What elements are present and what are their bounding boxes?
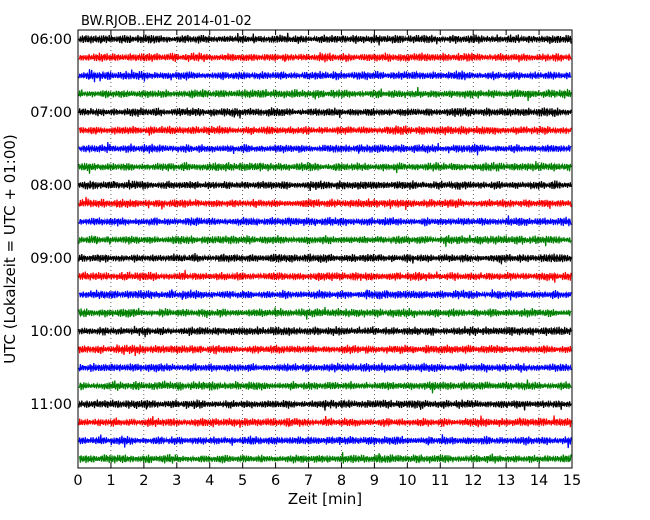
chart-title: BW.RJOB..EHZ 2014-01-02 — [81, 14, 252, 29]
x-axis-label: Zeit [min] — [288, 490, 362, 508]
y-tick-label: 08:00 — [30, 178, 72, 194]
y-tick-label: 11:00 — [30, 397, 72, 413]
x-tick-label: 7 — [304, 473, 313, 489]
trace-0730 — [78, 141, 572, 156]
x-tick-label: 11 — [431, 473, 449, 489]
trace-1045 — [78, 379, 572, 394]
trace-0930 — [78, 289, 572, 301]
trace-0915 — [78, 269, 572, 283]
trace-1015 — [78, 344, 572, 357]
trace-0600 — [78, 32, 572, 46]
x-tick-label: 13 — [497, 473, 515, 489]
trace-1100 — [78, 399, 572, 411]
trace-1130 — [78, 434, 572, 449]
trace-0900 — [78, 253, 572, 265]
y-tick-label: 09:00 — [30, 251, 72, 267]
x-tick-label: 9 — [370, 473, 379, 489]
trace-0800 — [78, 179, 572, 192]
x-tick-label: 8 — [337, 473, 346, 489]
x-tick-label: 3 — [172, 473, 181, 489]
trace-1145 — [78, 451, 572, 464]
trace-0700 — [78, 107, 572, 119]
y-tick-label: 07:00 — [30, 105, 72, 121]
y-tick-label: 10:00 — [30, 324, 72, 340]
x-tick-label: 12 — [464, 473, 482, 489]
y-axis-label: UTC (Lokalzeit = UTC + 01:00) — [1, 134, 19, 364]
y-tick-label: 06:00 — [30, 32, 72, 48]
x-tick-label: 15 — [563, 473, 581, 489]
trace-0630 — [78, 69, 572, 83]
trace-0715 — [78, 125, 572, 136]
x-tick-label: 1 — [106, 473, 115, 489]
x-axis-ticks: 0 1 2 3 4 5 6 7 8 9 10 11 12 13 14 15 — [73, 30, 581, 489]
trace-0745 — [78, 160, 572, 174]
trace-0645 — [78, 86, 572, 102]
x-tick-label: 14 — [530, 473, 548, 489]
x-tick-label: 0 — [73, 473, 82, 489]
trace-0845 — [78, 234, 572, 247]
seismogram-traces — [78, 32, 572, 464]
x-tick-label: 10 — [398, 473, 416, 489]
x-tick-label: 5 — [238, 473, 247, 489]
trace-1115 — [78, 415, 572, 428]
trace-0830 — [78, 215, 572, 227]
trace-0815 — [78, 196, 572, 211]
trace-0945 — [78, 306, 572, 320]
x-tick-label: 6 — [271, 473, 280, 489]
x-tick-label: 4 — [205, 473, 214, 489]
y-axis-ticks: 06:00 07:00 08:00 09:00 10:00 11:00 — [30, 32, 572, 413]
plot-frame — [77, 29, 573, 469]
trace-1000 — [78, 325, 572, 338]
x-tick-label: 2 — [139, 473, 148, 489]
trace-0615 — [78, 52, 572, 63]
trace-1030 — [78, 362, 572, 373]
